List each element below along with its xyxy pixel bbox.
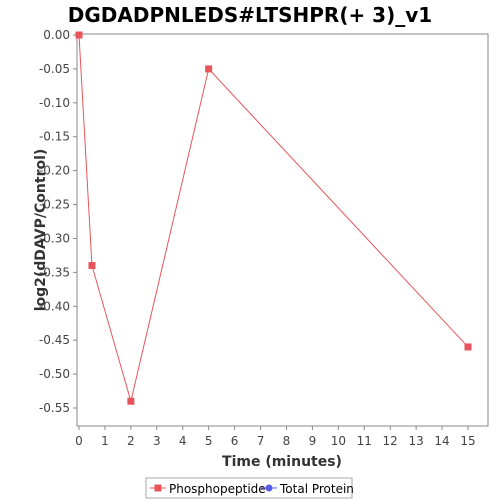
y-tick-label: -0.40	[39, 299, 70, 313]
y-tick-label: -0.55	[39, 401, 70, 415]
legend: Phosphopeptide Total Protein	[145, 477, 354, 499]
y-tick-label: -0.50	[39, 367, 70, 381]
legend-label-phosphopeptide: Phosphopeptide	[169, 482, 266, 496]
x-tick-label: 0	[75, 434, 83, 448]
series-layer	[75, 31, 472, 405]
data-point-phosphopeptide	[464, 343, 472, 351]
x-tick-label: 14	[434, 434, 449, 448]
legend-marker-phosphopeptide	[154, 484, 162, 492]
y-tick-label: -0.15	[39, 130, 70, 144]
y-tick-label: -0.30	[39, 231, 70, 245]
x-tick-label: 2	[127, 434, 135, 448]
chart-title: DGDADPNLEDS#LTSHPR(+ 3)_v1	[68, 3, 432, 27]
data-point-phosphopeptide	[75, 31, 83, 39]
x-tick-label: 13	[408, 434, 423, 448]
x-axis-label: Time (minutes)	[222, 454, 342, 470]
y-axis: 0.00 -0.05 -0.10 -0.15 -0.20 -0.25 -0.30 -0.35 -…	[39, 28, 77, 415]
x-tick-label: 10	[331, 434, 346, 448]
y-tick-label: -0.25	[39, 198, 70, 212]
x-tick-label: 3	[153, 434, 161, 448]
legend-marker-total-protein	[265, 484, 273, 492]
x-axis: 0 1 2 3 4 5 6 7 8 9 10 11 12 13 14 15	[75, 426, 476, 448]
y-tick-label: -0.05	[39, 62, 70, 76]
data-point-phosphopeptide	[127, 397, 135, 405]
data-point-phosphopeptide	[88, 262, 96, 270]
plot-area	[76, 33, 489, 427]
x-tick-label: 4	[179, 434, 187, 448]
x-tick-label: 8	[283, 434, 291, 448]
data-point-phosphopeptide	[205, 65, 213, 73]
x-tick-label: 9	[309, 434, 317, 448]
x-tick-label: 15	[460, 434, 475, 448]
y-tick-label: -0.20	[39, 164, 70, 178]
legend-label-total-protein: Total Protein	[279, 482, 354, 496]
x-tick-label: 1	[101, 434, 109, 448]
y-tick-label: -0.45	[39, 333, 70, 347]
x-tick-label: 7	[257, 434, 265, 448]
y-tick-label: -0.35	[39, 265, 70, 279]
y-axis-label: log2(dDAVP/Control)	[33, 149, 49, 312]
y-tick-label: -0.10	[39, 96, 70, 110]
y-tick-label: 0.00	[43, 28, 70, 42]
x-tick-label: 11	[357, 434, 372, 448]
legend-box	[145, 477, 353, 499]
x-tick-label: 5	[205, 434, 213, 448]
x-tick-label: 12	[383, 434, 398, 448]
x-tick-label: 6	[231, 434, 239, 448]
